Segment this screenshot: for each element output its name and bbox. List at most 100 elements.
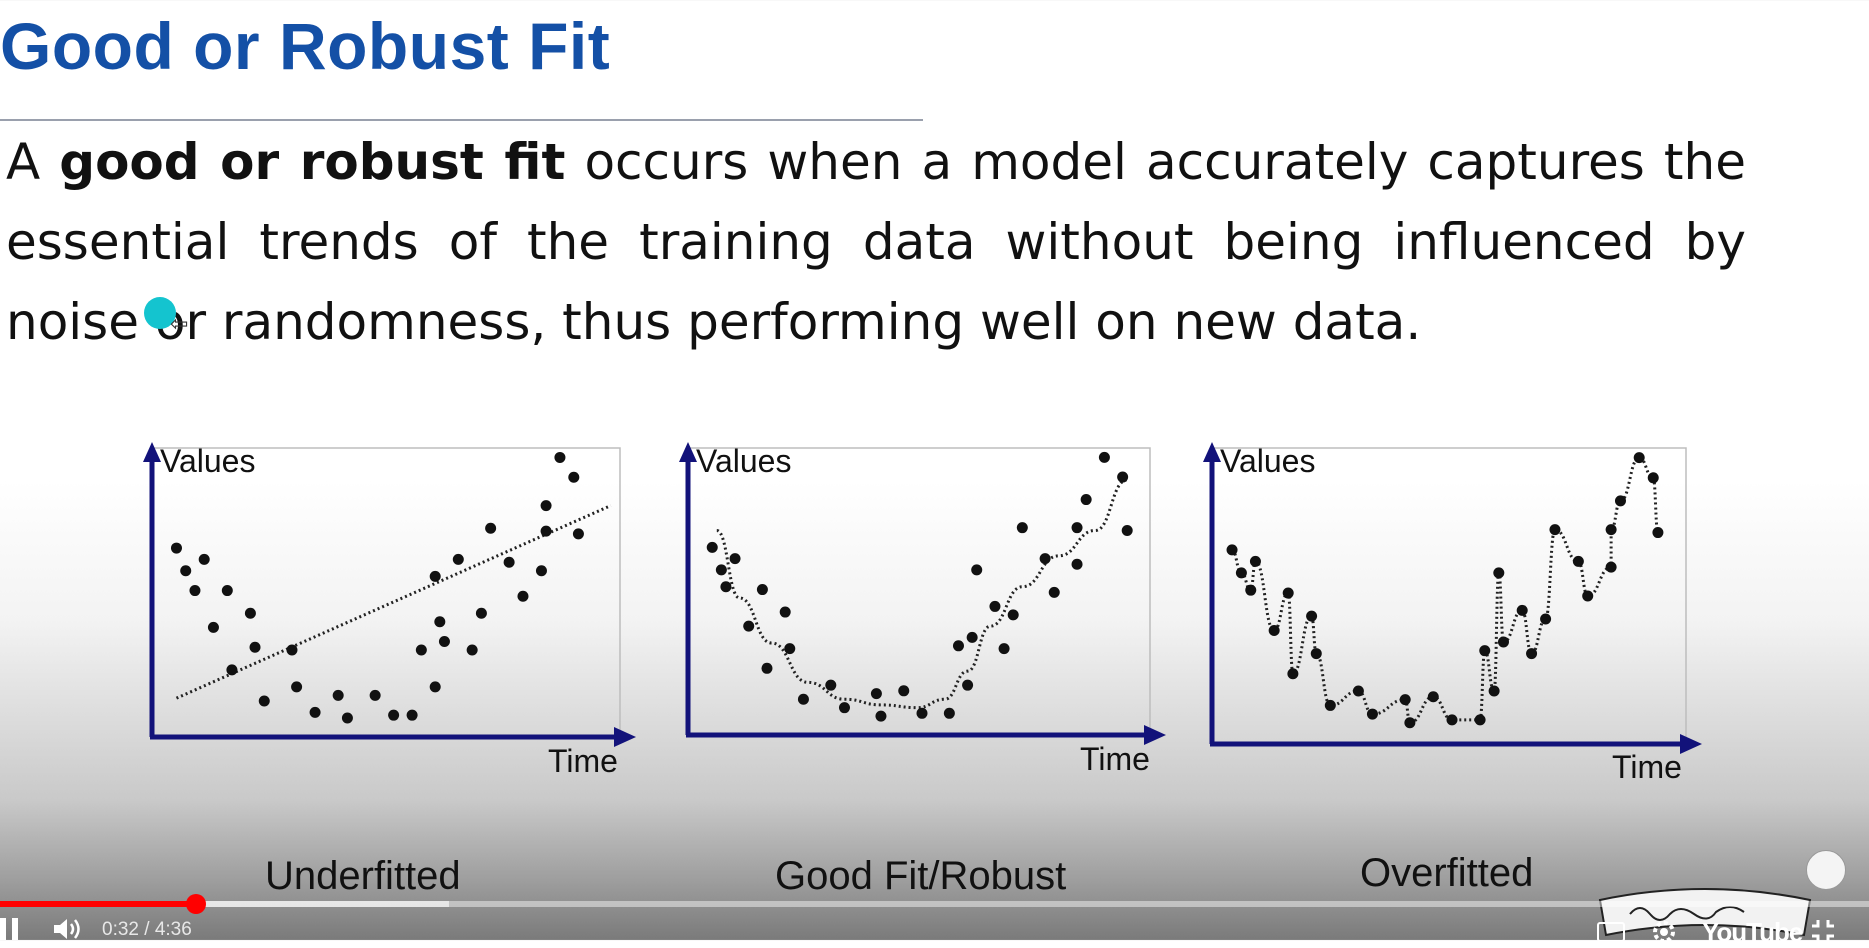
data-point: [870, 688, 882, 700]
time-display: 0:32 / 4:36: [102, 919, 192, 940]
data-point: [1282, 587, 1294, 599]
body-bold-term: good or robust fit: [59, 133, 566, 191]
cursor-icon: ⇦: [170, 312, 189, 337]
data-point: [962, 679, 974, 691]
scrubber-handle[interactable]: [186, 894, 207, 914]
data-point: [743, 620, 755, 632]
data-point: [1235, 567, 1247, 579]
channel-watermark[interactable]: [1806, 850, 1846, 890]
chart-underfitted: Values Time: [143, 442, 636, 779]
played-bar: [0, 901, 197, 907]
pause-icon[interactable]: [0, 918, 20, 940]
captions-icon[interactable]: [1597, 922, 1625, 942]
data-point: [1404, 717, 1416, 729]
data-point: [838, 702, 850, 714]
signature-banner: [1598, 888, 1812, 937]
data-point: [1310, 648, 1322, 660]
data-point: [452, 553, 464, 565]
data-point: [554, 451, 566, 463]
x-axis-arrow: [1144, 725, 1166, 745]
data-point: [369, 689, 381, 701]
data-point: [466, 644, 478, 656]
fit-comparison-charts: Values Time Values Time Values Time: [143, 442, 1702, 785]
y-axis-label: Values: [1220, 443, 1315, 479]
data-point: [341, 712, 353, 724]
data-point: [989, 600, 1001, 612]
video-progress-bar[interactable]: [0, 894, 1869, 914]
data-point: [1098, 451, 1110, 463]
volume-icon[interactable]: [52, 916, 86, 942]
gear-icon[interactable]: [1650, 918, 1678, 946]
data-point: [1080, 494, 1092, 506]
data-point: [706, 541, 718, 553]
data-point: [1306, 610, 1318, 622]
data-point: [729, 553, 741, 565]
chart-overfitted: Values Time: [1203, 442, 1702, 785]
data-point: [779, 606, 791, 618]
data-point: [1572, 555, 1584, 567]
data-point: [221, 585, 233, 597]
slide-title: Good or Robust Fit: [0, 9, 611, 83]
youtube-logo[interactable]: YouTube: [1702, 917, 1803, 947]
data-point: [1268, 625, 1280, 637]
data-point: [1474, 714, 1486, 726]
data-point: [761, 662, 773, 674]
data-point: [943, 707, 955, 719]
caption-underfitted: Underfitted: [265, 854, 461, 898]
data-point: [1652, 527, 1664, 539]
data-point: [1633, 452, 1645, 464]
data-point: [291, 681, 303, 693]
data-point: [1479, 645, 1491, 657]
data-point: [1488, 685, 1500, 697]
pointer-highlight: [144, 297, 176, 329]
data-point: [1582, 590, 1594, 602]
fit-line: [175, 504, 612, 700]
caption-good-fit: Good Fit/Robust: [775, 854, 1067, 898]
data-point: [971, 564, 983, 576]
y-axis-arrow: [143, 442, 161, 462]
x-axis-label: Time: [1612, 749, 1682, 785]
slide-body-text: A good or robust fit occurs when a model…: [6, 122, 1746, 362]
data-point: [966, 631, 978, 643]
data-point: [1366, 708, 1378, 720]
player-controls: 0:32 / 4:36 YouTube: [0, 912, 1869, 947]
data-point: [540, 525, 552, 537]
data-point: [1226, 544, 1238, 556]
body-prefix: A: [6, 133, 60, 191]
data-point: [952, 640, 964, 652]
data-point: [1048, 586, 1060, 598]
data-point: [715, 564, 727, 576]
body-rest: occurs when a model accurately captures …: [6, 133, 1746, 351]
data-point: [503, 556, 515, 568]
data-point: [1605, 561, 1617, 573]
data-point: [720, 581, 732, 593]
data-point: [1493, 567, 1505, 579]
data-point: [244, 607, 256, 619]
data-point: [1117, 471, 1129, 483]
fullscreen-exit-icon[interactable]: [1810, 918, 1836, 944]
data-point: [1446, 714, 1458, 726]
data-point: [1007, 609, 1019, 621]
title-divider: [0, 119, 923, 121]
data-point: [1071, 522, 1083, 534]
data-point: [825, 679, 837, 691]
data-point: [1399, 694, 1411, 706]
data-point: [485, 522, 497, 534]
data-point: [1039, 553, 1051, 565]
data-point: [429, 570, 441, 582]
data-point: [875, 710, 887, 722]
x-axis-arrow: [614, 727, 636, 747]
data-point: [1287, 668, 1299, 680]
y-axis-label: Values: [696, 443, 791, 479]
caption-overfitted: Overfitted: [1360, 851, 1534, 895]
plot-frame: [1211, 447, 1687, 745]
data-point: [1516, 604, 1528, 616]
data-point: [797, 693, 809, 705]
data-point: [916, 707, 928, 719]
data-point: [1647, 472, 1659, 484]
data-point: [998, 643, 1010, 655]
data-point: [1540, 613, 1552, 625]
data-point: [1614, 495, 1626, 507]
data-point: [572, 528, 584, 540]
data-point: [1526, 648, 1538, 660]
